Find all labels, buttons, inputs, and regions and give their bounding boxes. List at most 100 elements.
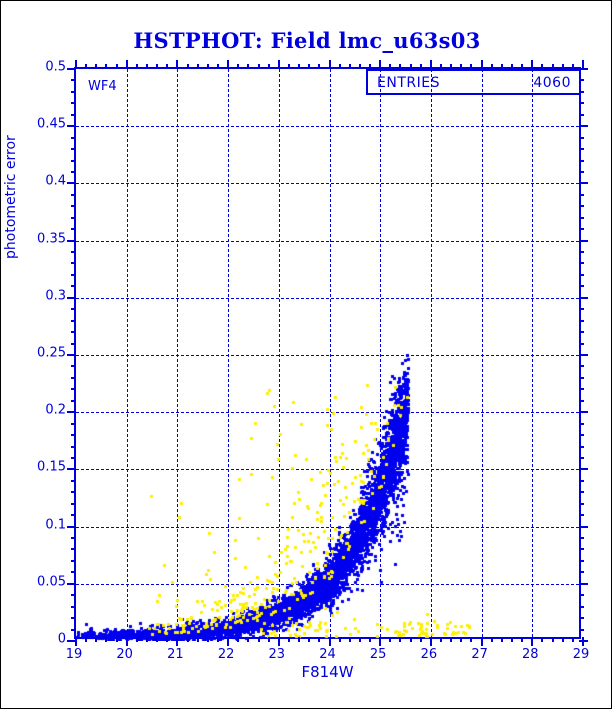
chip-label: WF4 (88, 79, 117, 94)
x-tick-major (277, 60, 280, 69)
y-tick-minor (71, 491, 76, 494)
y-tick-label: 0.4 (45, 173, 66, 189)
x-tick-minor (287, 64, 290, 69)
y-tick-minor (71, 365, 76, 368)
y-tick-label: 0.25 (37, 345, 66, 361)
x-tick-label: 19 (65, 647, 83, 662)
y-tick-major (67, 582, 76, 585)
y-tick-major (579, 239, 588, 242)
y-tick-minor (71, 479, 76, 482)
x-tick-minor (409, 637, 412, 642)
y-tick-major (67, 296, 76, 299)
x-tick-minor (409, 64, 412, 69)
y-tick-minor (71, 502, 76, 505)
y-tick-minor (71, 251, 76, 254)
y-tick-minor (71, 594, 76, 597)
x-tick-label: 23 (268, 647, 286, 662)
x-tick-minor (490, 637, 493, 642)
y-tick-major (579, 182, 588, 185)
y-tick-minor (71, 434, 76, 437)
y-tick-minor (579, 148, 584, 151)
y-tick-minor (579, 228, 584, 231)
x-tick-minor (500, 637, 503, 642)
x-tick-minor (399, 64, 402, 69)
y-tick-minor (71, 228, 76, 231)
x-tick-minor (156, 64, 159, 69)
x-tick-label: 26 (420, 647, 438, 662)
y-tick-major (579, 125, 588, 128)
y-tick-minor (71, 262, 76, 265)
x-tick-minor (358, 637, 361, 642)
x-tick-minor (318, 64, 321, 69)
y-tick-minor (71, 399, 76, 402)
x-tick-major (429, 60, 432, 69)
y-tick-minor (71, 331, 76, 334)
x-tick-minor (135, 637, 138, 642)
x-tick-minor (216, 637, 219, 642)
plot-frame: WF4 ENTRIES 4060 (67, 60, 588, 646)
y-tick-minor (71, 319, 76, 322)
y-tick-minor (579, 594, 584, 597)
x-tick-minor (267, 637, 270, 642)
x-tick-minor (166, 637, 169, 642)
y-tick-minor (579, 376, 584, 379)
y-tick-minor (579, 571, 584, 574)
x-tick-minor (206, 637, 209, 642)
y-tick-major (67, 125, 76, 128)
y-tick-major (579, 354, 588, 356)
x-tick-minor (348, 637, 351, 642)
x-tick-minor (135, 64, 138, 69)
y-tick-minor (71, 456, 76, 459)
y-tick-label: 0 (57, 631, 66, 647)
x-tick-minor (206, 64, 209, 69)
y-tick-major (67, 239, 76, 242)
y-tick-minor (579, 262, 584, 265)
y-tick-minor (71, 285, 76, 288)
y-tick-minor (579, 90, 584, 93)
y-tick-label: 0.1 (45, 517, 66, 533)
y-tick-minor (579, 434, 584, 437)
x-tick-minor (287, 637, 290, 642)
x-tick-minor (308, 637, 311, 642)
x-tick-major (328, 60, 331, 69)
y-tick-minor (71, 79, 76, 82)
x-tick-minor (216, 64, 219, 69)
x-tick-major (429, 637, 432, 646)
x-tick-major (531, 637, 534, 646)
y-tick-minor (71, 90, 76, 93)
y-tick-minor (579, 136, 584, 139)
y-tick-minor (579, 205, 584, 208)
x-tick-major (379, 637, 382, 646)
x-tick-minor (521, 64, 524, 69)
x-tick-label: 20 (116, 647, 133, 662)
x-tick-major (227, 637, 230, 646)
x-tick-minor (541, 637, 544, 642)
y-tick-label: 0.3 (45, 288, 66, 304)
y-tick-minor (579, 216, 584, 219)
y-tick-label: 0.15 (37, 459, 66, 475)
y-tick-minor (71, 388, 76, 391)
x-tick-label: 29 (572, 647, 590, 662)
y-tick-minor (579, 113, 584, 116)
y-tick-minor (71, 308, 76, 311)
y-tick-minor (579, 617, 584, 620)
y-tick-minor (579, 308, 584, 311)
y-tick-minor (579, 537, 584, 540)
x-tick-minor (440, 64, 443, 69)
y-tick-minor (579, 193, 584, 196)
x-tick-minor (561, 637, 564, 642)
y-tick-minor (579, 79, 584, 82)
x-tick-minor (115, 637, 118, 642)
y-tick-major (67, 468, 76, 471)
entries-value: 4060 (533, 75, 571, 91)
y-tick-minor (579, 159, 584, 162)
y-tick-minor (71, 617, 76, 620)
y-tick-minor (579, 331, 584, 334)
y-tick-minor (71, 193, 76, 196)
x-tick-minor (257, 64, 260, 69)
x-tick-minor (511, 637, 514, 642)
x-tick-minor (237, 637, 240, 642)
x-tick-minor (358, 64, 361, 69)
y-tick-minor (579, 456, 584, 459)
y-tick-minor (71, 628, 76, 631)
